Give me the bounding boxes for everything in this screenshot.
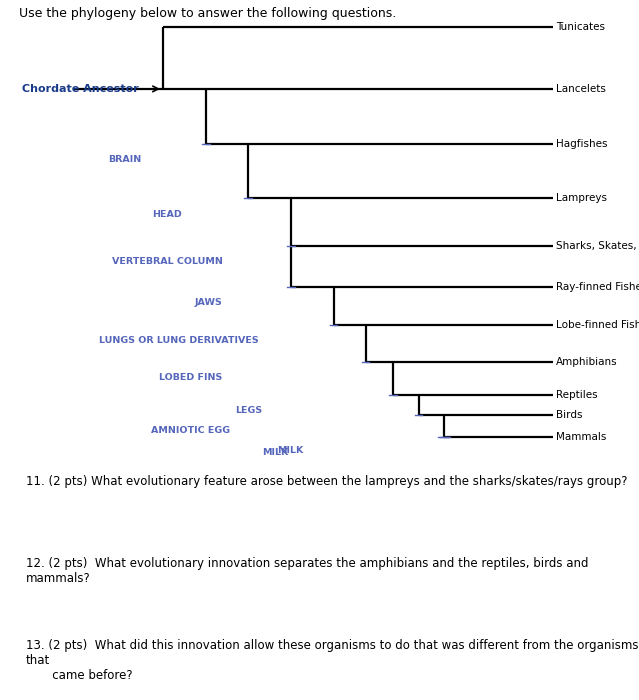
Text: JAWS: JAWS: [195, 298, 222, 307]
Text: Mammals: Mammals: [556, 432, 606, 442]
Text: 13. (2 pts)  What did this innovation allow these organisms to do that was diffe: 13. (2 pts) What did this innovation all…: [26, 638, 638, 682]
Text: LEGS: LEGS: [235, 406, 262, 414]
Text: Lobe-finned Fishes: Lobe-finned Fishes: [556, 320, 639, 330]
Text: MILK: MILK: [261, 448, 288, 457]
Text: Lancelets: Lancelets: [556, 84, 606, 94]
Text: Ray-finned Fishes: Ray-finned Fishes: [556, 282, 639, 293]
Text: Reptiles: Reptiles: [556, 390, 597, 400]
Text: HEAD: HEAD: [152, 209, 182, 218]
Text: 11. (2 pts) What evolutionary feature arose between the lampreys and the sharks/: 11. (2 pts) What evolutionary feature ar…: [26, 475, 627, 488]
Text: VERTEBRAL COLUMN: VERTEBRAL COLUMN: [112, 257, 223, 266]
Text: Lampreys: Lampreys: [556, 193, 607, 204]
Text: BRAIN: BRAIN: [109, 155, 142, 164]
Text: Birds: Birds: [556, 410, 582, 420]
Text: LOBED FINS: LOBED FINS: [159, 373, 222, 382]
Text: Tunicates: Tunicates: [556, 22, 605, 32]
Text: LUNGS OR LUNG DERIVATIVES: LUNGS OR LUNG DERIVATIVES: [99, 337, 259, 345]
Text: 12. (2 pts)  What evolutionary innovation separates the amphibians and the repti: 12. (2 pts) What evolutionary innovation…: [26, 557, 588, 585]
Text: Amphibians: Amphibians: [556, 357, 617, 367]
Text: Sharks, Skates, Rays: Sharks, Skates, Rays: [556, 241, 639, 251]
Text: Chordate Ancestor: Chordate Ancestor: [22, 84, 139, 94]
Text: AMNIOTIC EGG: AMNIOTIC EGG: [151, 426, 230, 435]
Text: MILK: MILK: [277, 446, 304, 455]
Text: Hagfishes: Hagfishes: [556, 139, 608, 149]
Text: Use the phylogeny below to answer the following questions.: Use the phylogeny below to answer the fo…: [19, 7, 396, 20]
